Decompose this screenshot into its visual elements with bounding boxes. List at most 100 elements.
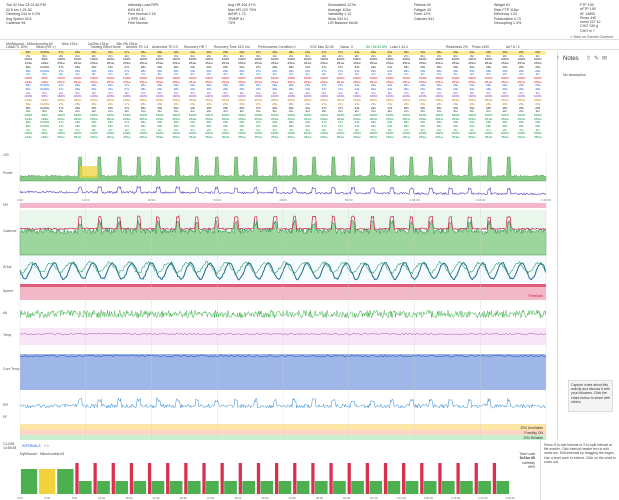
recovery-bar[interactable] — [115, 481, 128, 494]
interval-column[interactable]: 28s 2m 100% 251w 28s 28s 2m 100% 251w 28s 28s 2m 100… — [151, 51, 168, 148]
interval-bar[interactable] — [111, 463, 115, 494]
interval-column[interactable]: 28s 2m 100% 251w 28s 28s 2m 100% 251w 28s 28s 2m 100… — [69, 51, 86, 148]
interval-column[interactable]: 3m59s 6m 68% 128w 3m59s 3m59s 6m 68% 128w 3m59s 3m… — [36, 51, 53, 148]
interval-column[interactable]: 28s 2m 100% 251w 28s 28s 2m 100% 251w 28s 28s 2m 100… — [283, 51, 300, 148]
interval-bar[interactable] — [238, 463, 242, 494]
interval-strip-chart[interactable]: 0:00 5:00 9:20 13:40 18:00 22:20 26:40 31:00 35:… — [0, 457, 545, 500]
recovery-bar[interactable] — [387, 481, 401, 494]
interval-column[interactable]: 27s 2m 100% 251w 27s 27s 2m 100% 251w 27s 27s 2m 100… — [250, 51, 267, 148]
interval-bar[interactable] — [402, 463, 406, 494]
interval-column[interactable]: 28s 2m 100% 251w 28s 28s 2m 100% 251w 28s 28s 2m 100… — [430, 51, 448, 148]
interval-bar[interactable] — [39, 469, 56, 494]
interval-strip[interactable]: MyWhoosh - Mitochondria #3 0:00 5:00 9:20 1… — [0, 452, 545, 500]
add-interval-button[interactable]: + » — [44, 444, 49, 448]
interval-bar[interactable] — [365, 463, 369, 494]
recovery-bar[interactable] — [333, 481, 346, 494]
interval-bar[interactable] — [383, 463, 388, 494]
interval-bar[interactable] — [147, 463, 152, 494]
recovery-bar[interactable] — [478, 481, 491, 494]
interval-bar[interactable] — [492, 463, 497, 494]
recovery-bar[interactable] — [278, 481, 292, 494]
interval-column[interactable]: 27s 2m 100% 251w 27s 27s 2m 100% 251w 27s 27s 2m 100… — [315, 51, 333, 148]
strip-tick: 1:05:40 — [424, 496, 434, 500]
recovery-bar[interactable] — [151, 481, 165, 494]
share-icon[interactable]: ⇧ — [586, 56, 592, 62]
recovery-bar[interactable] — [351, 481, 364, 494]
interval-column[interactable]: 28s 2m 100% 251w 28s 28s 2m 100% 251w 28s 28s 2m 100… — [513, 51, 530, 148]
interval-bar[interactable] — [166, 463, 170, 494]
interval-column[interactable]: 28s 2m 100% 251w 28s 28s 2m 100% 251w 28s 28s 2m 100… — [85, 51, 103, 148]
interval-column[interactable]: 28s 2m 100% 251w 28s 28s 2m 100% 251w 28s 28s 2m 100… — [200, 51, 218, 148]
interval-bar[interactable] — [129, 463, 134, 494]
interval-column[interactable]: 28s 2m 100% 251w 28s 28s 2m 100% 251w 28s 28s 2m 100… — [529, 51, 546, 148]
metric-activity[interactable]: MyWhoosh - Mitochondria #3 — [6, 42, 53, 46]
interval-column[interactable]: 29s 2m 100% 251w 29s 29s 2m 100% 251w 29s 29s 2m 100… — [365, 51, 382, 148]
interval-cell: 251w — [419, 135, 427, 140]
interval-column[interactable]: 29s 2m 100% 251w 29s 29s 2m 100% 251w 29s 29s 2m 100… — [414, 51, 431, 148]
interval-column[interactable]: 23s 2m 100% 251w 23s 23s 2m 100% 251w 23s 23s 2m 100… — [102, 51, 119, 148]
recovery-bar[interactable] — [460, 481, 473, 494]
recovery-bar[interactable] — [78, 481, 92, 494]
interval-bar[interactable] — [274, 463, 279, 494]
recovery-bar[interactable] — [314, 481, 328, 494]
interval-column[interactable]: 23s 2m 100% 251w 23s 23s 2m 100% 251w 23s 23s 2m 100… — [299, 51, 316, 148]
interval-column[interactable]: 27s 2m 100% 251w 27s 27s 2m 100% 251w 27s 27s 2m 100… — [118, 51, 136, 148]
interval-bar[interactable] — [329, 463, 333, 494]
interval-bar[interactable] — [93, 463, 97, 494]
interval-column[interactable]: 28s 2m 100% 251w 28s 28s 2m 100% 251w 28s 28s 2m 100… — [480, 51, 497, 148]
interval-column[interactable]: 28s 2m 100% 251w 28s 28s 2m 100% 251w 28s 28s 2m 100… — [398, 51, 415, 148]
interval-column[interactable]: 28s 2m 100% 251w 28s 28s 2m 100% 251w 28s 28s 2m 100… — [167, 51, 185, 148]
interval-bar[interactable] — [20, 469, 38, 494]
interval-column[interactable]: 29s 2m 100% 251w 29s 29s 2m 100% 251w 29s 29s 2m 100… — [463, 51, 481, 148]
interval-bar[interactable] — [75, 463, 79, 494]
recovery-bar[interactable] — [206, 481, 219, 494]
interval-column[interactable]: 23s 2m 100% 251w 23s 23s 2m 100% 251w 23s 23s 2m 100… — [381, 51, 399, 148]
recovery-bar[interactable] — [242, 481, 256, 494]
recovery-bar[interactable] — [405, 481, 419, 494]
interval-cell: 251w — [254, 98, 263, 103]
interval-bar[interactable] — [347, 463, 351, 494]
comment-icon[interactable]: ✉ — [602, 56, 608, 62]
interval-bar[interactable] — [474, 463, 478, 494]
interval-bar[interactable] — [220, 463, 224, 494]
recovery-bar[interactable] — [369, 481, 383, 494]
edit-icon[interactable]: ✎ — [594, 56, 600, 62]
recovery-bar[interactable] — [169, 481, 183, 494]
recovery-bar[interactable] — [224, 481, 237, 494]
recovery-bar[interactable] — [441, 481, 455, 494]
interval-bar[interactable] — [438, 463, 442, 494]
interval-bar[interactable] — [202, 463, 206, 494]
interval-column[interactable]: 27s 2m 100% 251w 27s 27s 2m 100% 251w 27s 27s 2m 100… — [332, 51, 349, 148]
recovery-bar[interactable] — [97, 481, 110, 494]
interval-bar[interactable] — [256, 463, 261, 494]
interval-column[interactable]: 23s 2m 100% 251w 23s 23s 2m 100% 251w 23s 23s 2m 100… — [184, 51, 201, 148]
interval-column[interactable]: 28s 2m 100% 251w 28s 28s 2m 100% 251w 28s 28s 2m 100… — [135, 51, 152, 148]
interval-column[interactable]: 28s 2m 100% 251w 28s 28s 2m 100% 251w 28s 28s 2m 100… — [266, 51, 283, 148]
interval-bar[interactable] — [456, 463, 460, 494]
recovery-bar[interactable] — [296, 481, 310, 494]
recovery-bar[interactable] — [260, 481, 274, 494]
interval-column[interactable]: 60s 2m 100% 144w 60s 60s 2m 100% 144w 60s 60s 2m 100… — [20, 51, 37, 148]
interval-bar[interactable] — [57, 469, 74, 494]
intervals-toggle[interactable]: INTERVALS — [22, 444, 41, 448]
recovery-bar[interactable] — [133, 481, 147, 494]
recovery-bar[interactable] — [187, 481, 201, 494]
interval-bar[interactable] — [420, 463, 424, 494]
garmin-connect-link[interactable]: > View on Garmin Connect — [570, 35, 613, 39]
interval-cell: 28s — [222, 124, 228, 129]
recovery-bar[interactable] — [423, 481, 437, 494]
interval-cell: 251w — [188, 98, 197, 103]
interval-column[interactable]: 28s 2m 100% 251w 28s 28s 2m 100% 251w 28s 28s 2m 100… — [217, 51, 234, 148]
interval-column[interactable]: 28s 2m 100% 251w 28s 28s 2m 100% 251w 28s 28s 2m 100… — [496, 51, 514, 148]
interval-bar[interactable] — [311, 463, 315, 494]
interval-bar[interactable] — [293, 463, 297, 494]
interval-column[interactable]: 23s 2m 100% 251w 23s 23s 2m 100% 251w 23s 23s 2m 100… — [348, 51, 366, 148]
interval-column[interactable]: 29s 2m 100% 251w 29s 29s 2m 100% 251w 29s 29s 2m 100… — [447, 51, 464, 148]
activity-charts[interactable]: 100 Power HR Cadence W'bal Speed Alt Temp Core T… — [0, 148, 557, 440]
interval-column[interactable]: 27s 2m 100% 251w 27s 27s 2m 100% 251w 27s 27s 2m 100… — [52, 51, 70, 148]
recovery-bar[interactable] — [496, 481, 510, 494]
interval-column[interactable]: 28s 2m 100% 251w 28s 28s 2m 100% 251w 28s 28s 2m 100… — [233, 51, 251, 148]
chevron-left-icon[interactable]: ‹ — [557, 55, 559, 61]
interval-cell: 2m — [256, 90, 261, 95]
interval-bar[interactable] — [184, 463, 188, 494]
